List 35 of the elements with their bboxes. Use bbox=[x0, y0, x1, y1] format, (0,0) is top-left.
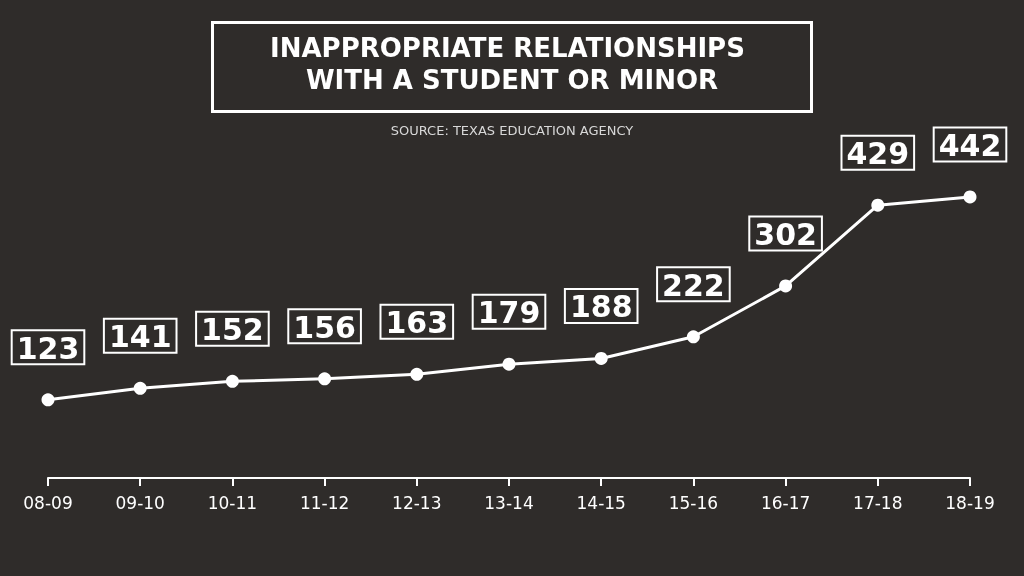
point bbox=[318, 372, 332, 386]
x-tick-label: 08-09 bbox=[23, 492, 73, 513]
point bbox=[41, 393, 55, 407]
x-tick-label: 15-16 bbox=[668, 492, 719, 513]
x-tick-label: 18-19 bbox=[945, 492, 995, 513]
data-label: 156 bbox=[293, 309, 356, 345]
point bbox=[133, 381, 147, 395]
data-label: 222 bbox=[662, 267, 725, 303]
data-label: 442 bbox=[938, 127, 1002, 163]
x-tick-label: 12-13 bbox=[392, 492, 442, 513]
point bbox=[779, 279, 793, 293]
data-label: 188 bbox=[569, 289, 633, 325]
x-tick-label: 17-18 bbox=[853, 492, 903, 513]
x-tick-label: 11-12 bbox=[299, 492, 350, 513]
x-tick-label: 13-14 bbox=[484, 492, 534, 513]
source-note: SOURCE: TEXAS EDUCATION AGENCY bbox=[390, 123, 634, 138]
point bbox=[686, 330, 700, 344]
data-label: 179 bbox=[477, 295, 541, 331]
x-tick-label: 10-11 bbox=[207, 492, 258, 513]
data-label: 429 bbox=[846, 136, 910, 172]
data-label: 302 bbox=[754, 216, 817, 252]
data-label: 152 bbox=[201, 312, 264, 348]
data-label: 163 bbox=[385, 305, 449, 341]
point bbox=[225, 374, 239, 388]
x-tick-label: 16-17 bbox=[760, 492, 811, 513]
x-tick-label: 14-15 bbox=[576, 492, 626, 513]
point bbox=[871, 198, 885, 212]
point bbox=[963, 190, 977, 204]
point bbox=[410, 367, 424, 381]
point bbox=[502, 357, 516, 371]
x-tick-label: 09-10 bbox=[115, 492, 165, 513]
point bbox=[594, 351, 608, 365]
data-label: 141 bbox=[108, 319, 172, 355]
chart-title: INAPPROPRIATE RELATIONSHIPS WITH A STUDENT OR MINOR bbox=[270, 33, 754, 95]
data-label: 123 bbox=[16, 330, 80, 366]
